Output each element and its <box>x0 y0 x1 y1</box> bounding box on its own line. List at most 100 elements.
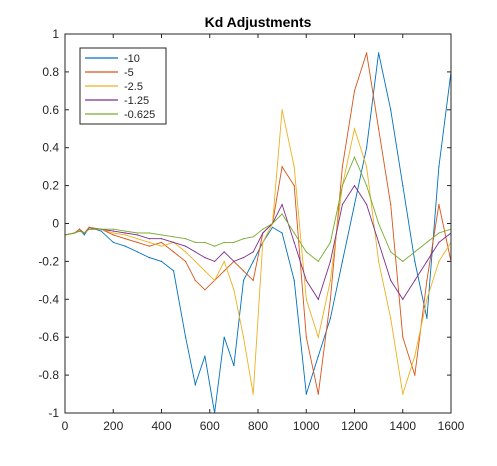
data-point <box>223 241 225 243</box>
data-point <box>124 230 126 232</box>
data-point <box>426 260 428 262</box>
x-tick-label: 1400 <box>389 419 416 433</box>
data-point <box>426 298 428 300</box>
data-point <box>136 232 138 234</box>
data-point <box>124 234 126 236</box>
y-tick-label: 0.6 <box>42 103 59 117</box>
data-point <box>317 260 319 262</box>
data-point <box>185 245 187 247</box>
x-tick-label: 200 <box>103 419 123 433</box>
y-tick-label: -1 <box>48 406 59 420</box>
data-point <box>426 317 428 319</box>
data-point <box>83 232 85 234</box>
data-point <box>353 156 356 158</box>
data-point <box>185 238 187 240</box>
data-point <box>329 241 331 243</box>
data-point <box>293 241 295 243</box>
data-point <box>262 228 264 230</box>
data-point <box>88 226 90 228</box>
data-point <box>281 109 283 111</box>
data-point <box>426 241 428 243</box>
data-point <box>293 185 295 187</box>
data-point <box>214 260 216 262</box>
data-point <box>136 238 138 240</box>
data-point <box>214 279 216 281</box>
data-point <box>317 298 319 300</box>
data-point <box>390 109 392 111</box>
legend: -10 -5 -2.5 -1.25 -0.625 <box>79 47 167 125</box>
data-point <box>173 241 175 243</box>
data-point <box>252 236 254 238</box>
data-point <box>148 238 150 240</box>
data-point <box>271 222 274 225</box>
data-point <box>124 232 126 234</box>
data-point <box>414 279 416 281</box>
data-point <box>366 203 368 206</box>
data-point <box>100 228 102 230</box>
data-point <box>329 260 331 262</box>
data-point <box>341 260 343 262</box>
data-point <box>293 232 295 234</box>
legend-label: -2.5 <box>124 81 143 93</box>
data-point <box>317 336 319 338</box>
data-point <box>262 241 264 243</box>
data-point <box>223 251 225 253</box>
data-point <box>366 147 368 149</box>
x-axis: 0 200 400 600 800 1000 1200 1400 1600 <box>62 34 465 433</box>
x-tick-label: 600 <box>200 419 220 433</box>
data-point <box>402 393 404 395</box>
data-point <box>341 203 343 206</box>
data-point <box>88 228 90 230</box>
series-layer <box>65 52 451 413</box>
data-point <box>112 228 114 230</box>
data-point <box>173 270 175 272</box>
data-point <box>204 355 206 357</box>
data-point <box>438 232 440 234</box>
data-point <box>341 185 343 187</box>
data-point <box>390 203 392 206</box>
y-tick-label: -0.4 <box>38 292 59 306</box>
data-point <box>223 260 225 262</box>
data-point <box>438 203 440 206</box>
data-point <box>390 317 392 319</box>
data-point <box>390 251 392 253</box>
data-point <box>112 232 114 234</box>
data-point <box>136 251 138 253</box>
data-point <box>426 279 428 281</box>
data-point <box>233 289 235 291</box>
data-point <box>366 185 368 187</box>
data-point <box>83 234 85 236</box>
data-point <box>390 279 392 281</box>
data-point <box>341 166 343 168</box>
data-point <box>378 52 380 54</box>
data-point <box>378 260 380 262</box>
legend-label: -0.625 <box>124 109 155 121</box>
data-point <box>78 230 81 232</box>
data-point <box>242 257 245 259</box>
data-point <box>185 260 187 262</box>
data-point <box>148 232 150 234</box>
legend-label: -1.25 <box>124 95 149 107</box>
data-point <box>160 241 163 243</box>
x-tick-label: 1200 <box>341 419 368 433</box>
data-point <box>160 260 163 262</box>
data-point <box>78 228 81 230</box>
data-point <box>293 279 295 281</box>
data-point <box>305 251 307 253</box>
data-point <box>317 393 319 395</box>
data-point <box>366 52 368 54</box>
data-point <box>136 234 138 236</box>
data-point <box>148 257 150 259</box>
data-point <box>281 232 283 234</box>
data-point <box>112 230 114 232</box>
data-point <box>378 241 380 243</box>
data-point <box>281 166 283 168</box>
data-point <box>100 230 102 232</box>
data-point <box>414 374 416 376</box>
data-point <box>438 241 440 243</box>
data-point <box>242 238 245 240</box>
data-point <box>252 393 254 395</box>
y-tick-label: -0.2 <box>38 254 59 268</box>
legend-label: -5 <box>124 67 134 79</box>
